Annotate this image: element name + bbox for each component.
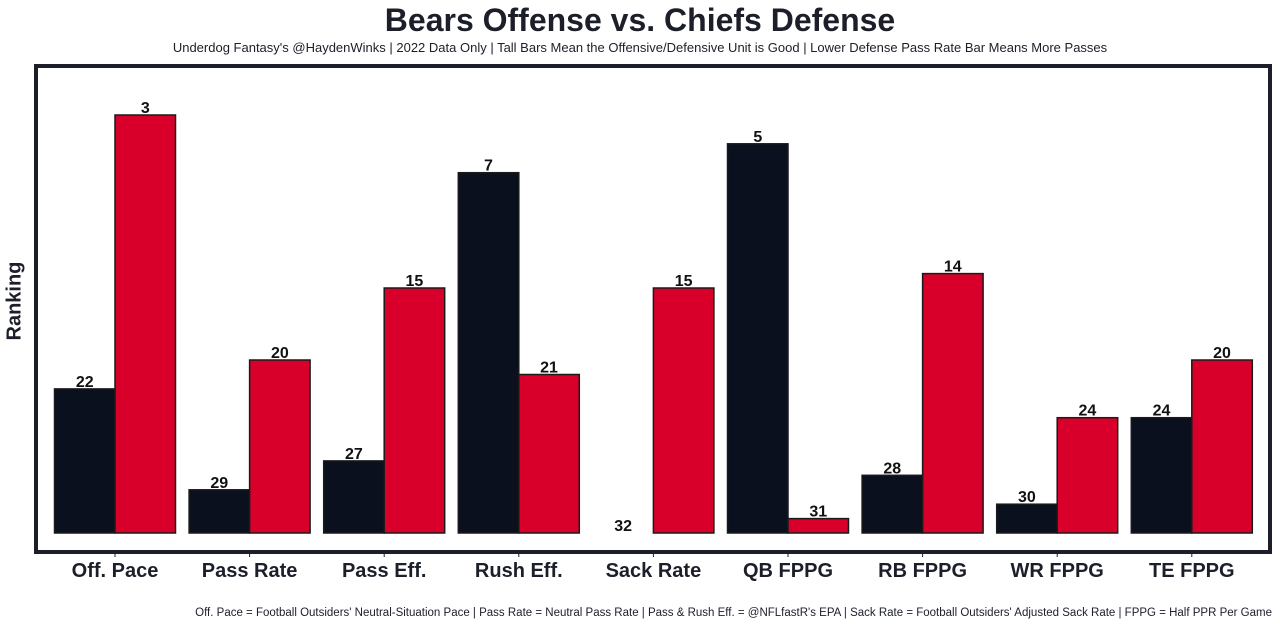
x-tick-label: Sack Rate — [606, 560, 702, 582]
bar-bears-pass-eff — [322, 460, 385, 534]
bar-chiefs-rb-fppg — [921, 272, 984, 534]
chart-footnote: Off. Pace = Football Outsiders' Neutral-… — [195, 607, 1272, 619]
value-label: 24 — [1079, 403, 1097, 420]
value-label: 7 — [484, 158, 493, 175]
bar-chiefs-pass-eff — [383, 287, 446, 534]
bar-chiefs-rush-eff — [518, 373, 581, 534]
bar-bears-wr-fppg — [995, 503, 1058, 534]
bar-chiefs-qb-fppg — [787, 517, 850, 534]
x-tick-label: Pass Rate — [202, 560, 298, 582]
bar-chiefs-pass-rate — [248, 359, 311, 534]
value-label: 5 — [753, 129, 762, 146]
value-label: 15 — [406, 273, 424, 290]
chart-subtitle: Underdog Fantasy's @HaydenWinks | 2022 D… — [172, 40, 1108, 55]
x-tick-label: QB FPPG — [743, 560, 833, 582]
x-tick-label: Rush Eff. — [475, 560, 563, 582]
bar-chiefs-sack-rate — [652, 287, 715, 534]
value-label: 20 — [271, 345, 289, 362]
bar-bears-te-fppg — [1130, 416, 1193, 534]
value-label: 27 — [345, 446, 363, 463]
bar-bears-rb-fppg — [861, 474, 924, 534]
value-label: 21 — [540, 360, 558, 377]
bar-bears-off-pace — [53, 388, 116, 534]
x-tick-label: Pass Eff. — [342, 560, 426, 582]
bar-bears-rush-eff — [457, 171, 520, 534]
value-label: 28 — [883, 460, 901, 477]
bar-chiefs-te-fppg — [1191, 359, 1254, 534]
value-label: 14 — [944, 259, 962, 276]
bar-chiefs-off-pace — [114, 114, 177, 534]
x-tick-label: TE FPPG — [1149, 560, 1235, 582]
value-label: 15 — [675, 273, 693, 290]
x-tick-label: WR FPPG — [1011, 560, 1104, 582]
bars-layer — [53, 114, 1254, 534]
x-tick-label: RB FPPG — [878, 560, 967, 582]
value-label: 31 — [809, 504, 827, 521]
bar-bears-qb-fppg — [726, 143, 789, 534]
x-tick-label: Off. Pace — [72, 560, 159, 582]
value-label: 29 — [210, 475, 228, 492]
chart-title: Bears Offense vs. Chiefs Defense — [384, 2, 896, 38]
value-label: 24 — [1153, 403, 1171, 420]
value-label: 22 — [76, 374, 94, 391]
bar-chiefs-wr-fppg — [1056, 416, 1119, 534]
x-axis-ticks: Off. Pace Pass Rate Pass Eff. Rush Eff. Sack… — [72, 552, 1235, 582]
value-label: 3 — [141, 100, 150, 117]
bar-bears-pass-rate — [188, 489, 251, 534]
value-label: 30 — [1018, 489, 1036, 506]
value-labels-layer: 22 3 29 20 27 15 7 21 32 15 5 31 28 14 30 24 24 20 — [76, 100, 1231, 535]
value-label: 32 — [614, 518, 632, 535]
value-label: 20 — [1213, 345, 1231, 362]
